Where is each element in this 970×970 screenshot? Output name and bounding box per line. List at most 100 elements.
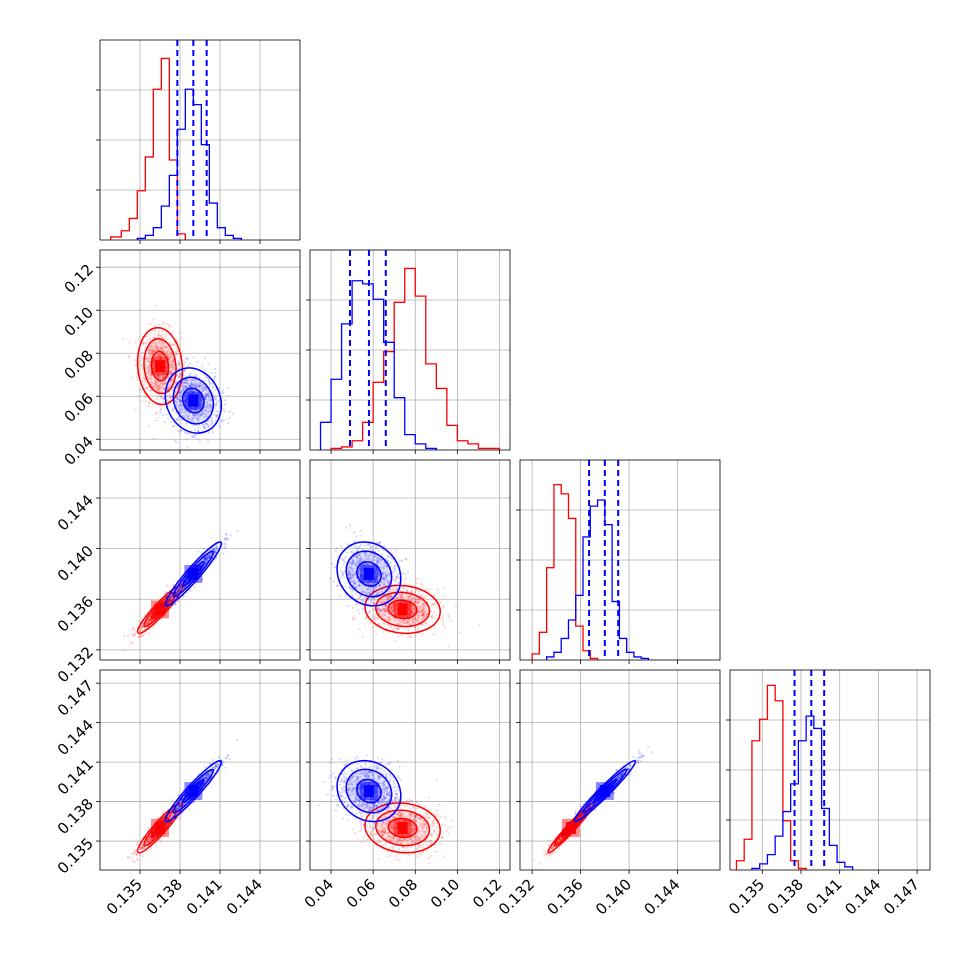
y-tick-label: 0.12 [61, 260, 97, 296]
x-tick-label: 0.138 [143, 875, 186, 918]
contour-blue [164, 759, 223, 823]
plot-area [520, 670, 720, 870]
y-tick-label: 0.06 [61, 390, 97, 426]
density-core-red [136, 326, 184, 406]
contour-blue [592, 778, 618, 804]
contour-red [150, 817, 170, 839]
contour-red [136, 326, 184, 406]
panel-scatter-p2-p1: 0.04 0.06 0.08 0.10 0.12 [61, 249, 301, 469]
histogram-step-blue [546, 499, 650, 660]
contour-blue [172, 550, 215, 598]
y-tick-label: 0.136 [54, 593, 97, 636]
plot-area [310, 460, 510, 660]
panel-hist-p2 [306, 249, 511, 454]
contour-blue [181, 387, 205, 414]
panel-scatter-p4-p3: 0.132 0.136 0.140 0.144 [495, 669, 721, 918]
x-tick-label: 0.144 [841, 875, 884, 918]
panel-hist-p3 [516, 459, 721, 664]
x-tick-label: 0.06 [343, 875, 379, 911]
x-tick-label: 0.136 [544, 875, 587, 918]
x-tick-label: 0.141 [803, 875, 846, 918]
y-tick-label: 0.144 [54, 716, 97, 759]
contour-blue [181, 561, 205, 587]
histogram-step-red [735, 684, 807, 870]
density-core-blue [573, 759, 637, 823]
contour-red [143, 809, 177, 847]
density-core-red [136, 802, 184, 854]
plot-area [520, 460, 720, 660]
x-tick-label: 0.144 [640, 875, 683, 918]
x-tick-label: 0.138 [764, 875, 807, 918]
histogram-step-blue [136, 88, 242, 240]
y-tick-label: 0.138 [54, 795, 97, 838]
contour-red [387, 599, 418, 620]
y-tick-label: 0.147 [54, 676, 97, 719]
x-tick-label: 0.135 [725, 875, 768, 918]
plot-area [100, 670, 300, 870]
panel-scatter-p3-p2 [306, 459, 511, 664]
contour-blue [345, 768, 393, 814]
x-tick-label: 0.10 [427, 875, 463, 911]
density-core-blue [164, 367, 223, 434]
plot-area [100, 250, 300, 450]
y-tick-label: 0.04 [61, 433, 97, 469]
y-tick-label: 0.144 [54, 491, 97, 534]
density-core-red [364, 802, 441, 854]
contour-red [553, 809, 589, 847]
density-core-blue [164, 541, 223, 607]
x-tick-label: 0.132 [495, 875, 538, 918]
contour-red [150, 599, 170, 620]
contour-red [375, 809, 431, 847]
axes-frame [99, 249, 301, 451]
density-core-blue [336, 759, 402, 823]
histogram-step-blue [319, 280, 437, 450]
y-tick-label: 0.08 [61, 347, 97, 383]
contour-blue [356, 561, 382, 587]
panel-scatter-p4-p1: 0.1350.1380.1410.1440.1350.1380.1410.144… [54, 669, 301, 918]
scatter-points-red [347, 778, 454, 864]
contour-red [136, 802, 184, 854]
density-core-blue [336, 541, 402, 607]
panel-scatter-p3-p1: 0.132 0.136 0.140 0.144 [54, 459, 301, 686]
contour-red [561, 817, 581, 839]
x-tick-label: 0.04 [301, 875, 337, 911]
contour-blue [336, 541, 402, 607]
plot-area [730, 670, 930, 870]
y-tick-label: 0.141 [54, 755, 97, 798]
contour-red [143, 591, 177, 628]
contour-red [364, 802, 441, 854]
plot-area [310, 670, 510, 870]
plot-area [100, 40, 300, 240]
panel-hist-p1 [96, 39, 301, 244]
histogram-step-red [531, 483, 599, 660]
contour-blue [582, 768, 628, 814]
panel-scatter-p4-p2: 0.04 0.06 0.08 0.10 0.12 [301, 669, 511, 912]
axes-frame [99, 669, 301, 871]
x-tick-label: 0.144 [223, 875, 266, 918]
x-tick-label: 0.141 [183, 875, 226, 918]
contour-blue [172, 768, 215, 814]
contour-blue [336, 759, 402, 823]
x-tick-label: 0.135 [103, 875, 146, 918]
x-tick-label: 0.147 [880, 875, 923, 918]
y-tick-label: 0.135 [54, 834, 97, 877]
x-tick-label: 0.08 [385, 875, 421, 911]
axes-frame [99, 459, 301, 661]
contour-blue [172, 376, 215, 425]
plot-area [100, 460, 300, 660]
x-tick-label: 0.140 [592, 875, 635, 918]
y-tick-label: 0.132 [54, 643, 97, 686]
contour-blue [181, 778, 205, 804]
axes-frame [309, 459, 511, 661]
contour-red [150, 350, 170, 382]
contour-blue [573, 759, 637, 823]
plot-area [310, 250, 510, 450]
contour-blue [345, 550, 393, 598]
contour-blue [164, 541, 223, 607]
histogram-step-red [110, 57, 186, 240]
contour-red [143, 337, 177, 395]
contour-red [387, 817, 418, 839]
histogram-step-red [330, 267, 501, 450]
